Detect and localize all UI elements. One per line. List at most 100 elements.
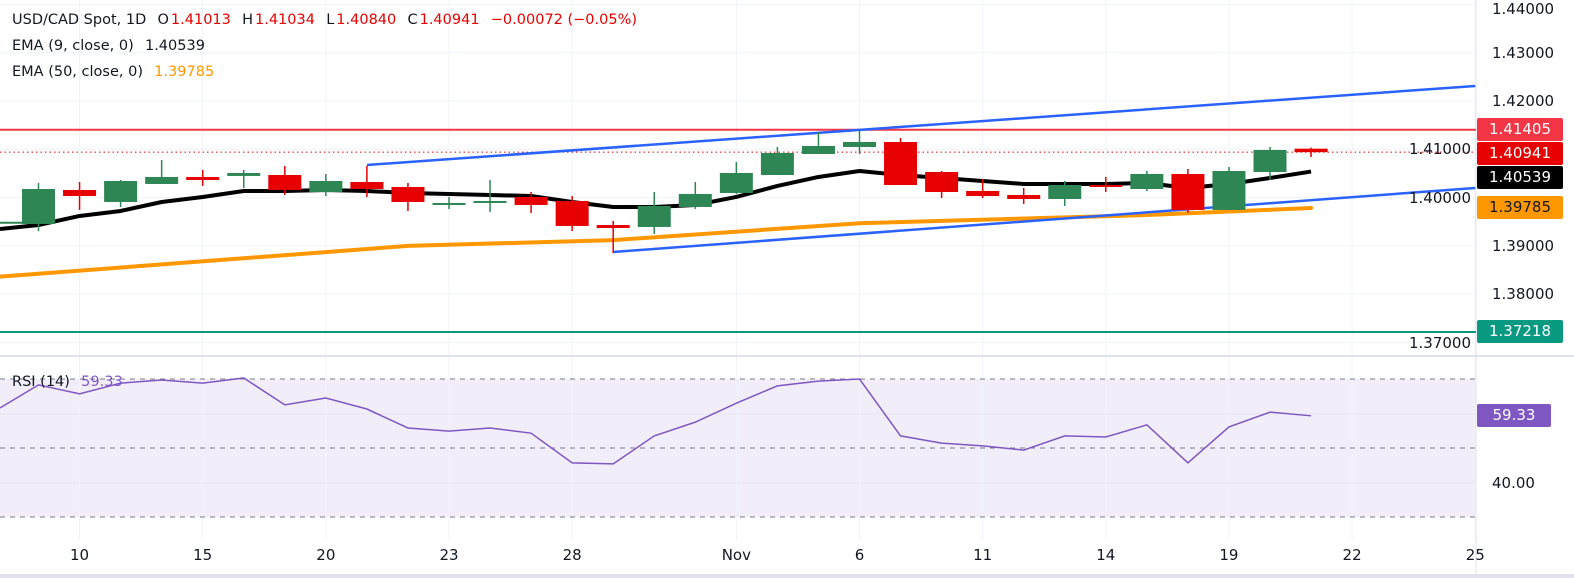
close-label: C: [407, 12, 418, 28]
candle-body: [760, 152, 794, 175]
candle-body: [678, 193, 712, 207]
time-tick-label: 15: [193, 546, 213, 564]
candle-body: [1212, 170, 1246, 210]
symbol-name: USD/CAD Spot, 1D: [12, 12, 147, 28]
price-badge: 1.41405: [1477, 118, 1563, 142]
symbol-legend: USD/CAD Spot, 1D O 1.41013 H 1.41034 L 1.40…: [12, 12, 639, 28]
candle-body: [637, 205, 671, 227]
candle: [22, 182, 55, 231]
candle-body: [22, 189, 55, 224]
change-value: −0.00072 (−0.05%): [490, 12, 638, 28]
time-tick-label: 28: [562, 546, 582, 564]
candle-body: [514, 196, 548, 205]
candle: [309, 173, 343, 197]
candle: [1089, 176, 1123, 192]
ema9-legend[interactable]: EMA (9, close, 0) 1.40539: [12, 38, 207, 54]
candle: [1253, 146, 1287, 180]
rsi-tick-label: 40.00: [1492, 473, 1535, 492]
candle-body: [309, 180, 343, 192]
close-value: 1.40941: [419, 12, 480, 28]
low-value: 1.40840: [336, 12, 397, 28]
candle-body: [1130, 173, 1164, 190]
candle-body: [1294, 148, 1328, 153]
price-badge: 1.37218: [1477, 320, 1563, 344]
ema50-value: 1.39785: [154, 64, 215, 80]
ema50-legend[interactable]: EMA (50, close, 0) 1.39785: [12, 64, 216, 80]
candle: [637, 191, 671, 234]
candle: [1171, 169, 1205, 213]
rsi-label: RSI (14): [12, 374, 70, 390]
candle: [104, 179, 138, 207]
candle-body: [268, 174, 302, 190]
time-tick-label: 14: [1096, 546, 1116, 564]
candle-body: [473, 200, 507, 203]
candle-body: [801, 145, 835, 154]
price-badge: 1.39785: [1477, 196, 1563, 220]
candle: [473, 179, 507, 212]
candle: [1294, 147, 1328, 158]
candle: [186, 169, 220, 186]
candle-body: [104, 180, 138, 202]
candle: [145, 159, 179, 184]
candle: [555, 196, 589, 231]
open-label: O: [157, 12, 169, 28]
candle-body: [884, 142, 918, 185]
candle-body: [925, 172, 959, 192]
time-tick-label: 20: [316, 546, 336, 564]
ema9-label: EMA (9, close, 0): [12, 38, 134, 54]
time-tick-label: 23: [439, 546, 459, 564]
ema50-label: EMA (50, close, 0): [12, 64, 143, 80]
candle-body: [227, 172, 261, 176]
candle-body: [596, 224, 630, 228]
candle: [760, 146, 794, 175]
candle: [1130, 170, 1164, 191]
bottom-border: [0, 574, 1574, 578]
low-label: L: [326, 12, 335, 28]
rsi-line: [0, 377, 1312, 465]
candle-body: [63, 189, 97, 197]
trendline: [613, 186, 1476, 254]
candle-body: [966, 190, 1000, 197]
price-tick-label: 1.43000: [1492, 43, 1555, 62]
trendline: [366, 84, 1476, 167]
candle: [514, 191, 548, 213]
candle-body: [555, 200, 589, 226]
ema50-line: [0, 205, 1314, 279]
rsi-legend[interactable]: RSI (14) 59.33: [12, 374, 125, 390]
candle-body: [350, 181, 384, 190]
candle-body: [145, 176, 179, 184]
candle-body: [1089, 184, 1123, 187]
price-tick-label: 1.38000: [1492, 285, 1555, 304]
time-tick-label: 19: [1219, 546, 1239, 564]
candle: [719, 162, 753, 194]
time-tick-label: 25: [1465, 546, 1485, 564]
candle-body: [843, 142, 876, 147]
time-tick-label: Nov: [721, 546, 751, 564]
high-value: 1.41034: [255, 12, 315, 28]
candle-body: [186, 176, 220, 180]
rsi-value-badge: 59.33: [1477, 404, 1551, 428]
candle: [596, 220, 630, 253]
candle-body: [391, 186, 425, 202]
price-tick-label: 1.37000: [1408, 333, 1471, 352]
candle-body: [1171, 173, 1205, 210]
candle: [432, 196, 466, 209]
candle: [925, 170, 959, 198]
rsi-value: 59.33: [81, 374, 123, 390]
candle: [350, 165, 384, 197]
candle: [227, 169, 261, 188]
candle: [884, 137, 918, 185]
candle: [843, 130, 876, 154]
time-tick-label: 22: [1342, 546, 1362, 564]
open-value: 1.41013: [170, 12, 231, 28]
candle: [268, 165, 302, 195]
price-badge: 1.40941: [1477, 142, 1563, 166]
candle: [391, 182, 425, 211]
candle: [966, 179, 1000, 198]
candle: [1048, 180, 1082, 206]
candle-body: [1253, 149, 1287, 173]
high-label: H: [242, 12, 253, 28]
candle-body: [432, 202, 466, 205]
ema9-value: 1.40539: [144, 38, 205, 54]
